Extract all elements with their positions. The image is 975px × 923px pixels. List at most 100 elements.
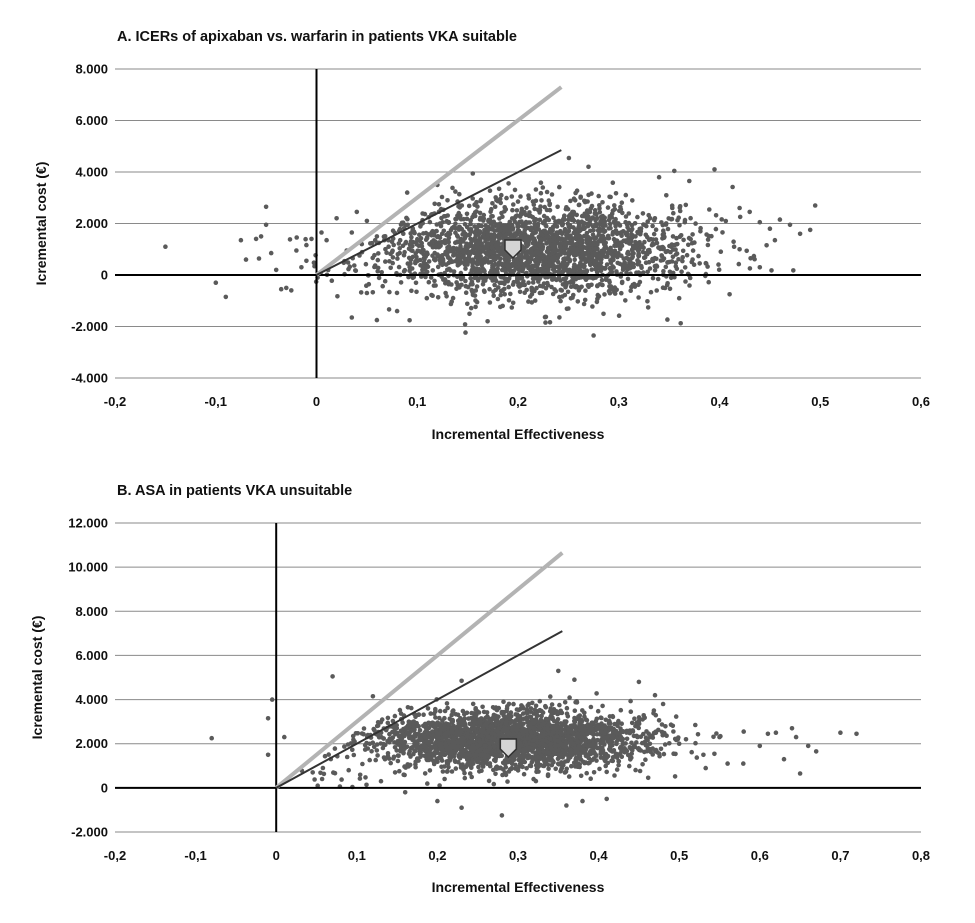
data-point <box>667 741 672 746</box>
data-point <box>633 767 638 773</box>
data-point <box>560 282 566 287</box>
data-point <box>392 713 398 719</box>
data-point <box>534 713 540 718</box>
data-point <box>493 261 498 267</box>
data-point <box>630 248 635 253</box>
data-point <box>549 702 555 707</box>
data-point <box>380 745 386 751</box>
data-point <box>545 267 551 273</box>
data-point <box>683 202 689 208</box>
data-point <box>589 726 595 732</box>
data-point <box>415 258 420 264</box>
data-point <box>654 240 660 246</box>
data-point <box>477 720 483 726</box>
data-point <box>415 741 420 746</box>
data-point <box>485 753 491 759</box>
data-point <box>690 232 695 237</box>
data-point <box>498 292 504 298</box>
data-point <box>419 737 424 742</box>
data-point <box>532 707 538 712</box>
data-point <box>574 212 579 218</box>
data-point <box>353 268 358 273</box>
data-point <box>642 255 647 261</box>
data-point <box>445 198 450 203</box>
data-point <box>619 280 625 286</box>
data-point <box>757 265 763 270</box>
data-point <box>618 751 623 756</box>
data-point <box>364 218 370 224</box>
data-point <box>474 209 479 214</box>
data-point <box>395 758 401 764</box>
data-point <box>527 210 532 215</box>
data-point <box>449 720 455 725</box>
data-point <box>462 720 467 726</box>
data-point <box>402 772 407 778</box>
data-point <box>385 715 391 721</box>
data-point <box>530 700 535 706</box>
data-point <box>495 296 501 302</box>
data-point <box>600 748 606 753</box>
data-point <box>510 207 515 213</box>
data-point <box>491 781 497 787</box>
data-point <box>503 772 509 778</box>
data-point <box>508 291 513 297</box>
x-axis-label: Incremental Effectiveness <box>432 879 605 895</box>
data-point <box>475 204 480 209</box>
data-point <box>448 301 454 307</box>
data-point <box>653 237 659 242</box>
data-point <box>626 251 632 257</box>
data-point <box>573 717 579 722</box>
data-point <box>676 257 681 262</box>
data-point <box>499 249 505 255</box>
data-point <box>670 234 676 239</box>
data-point <box>418 752 424 758</box>
data-point <box>478 215 483 221</box>
data-point <box>594 299 600 305</box>
data-point <box>474 252 479 258</box>
data-point <box>402 249 407 255</box>
data-point <box>622 260 627 266</box>
data-point <box>500 303 506 309</box>
data-point <box>491 744 497 750</box>
data-point <box>415 248 421 253</box>
data-point <box>357 772 363 778</box>
data-point <box>504 195 509 201</box>
data-point <box>493 771 498 777</box>
data-point <box>586 257 591 263</box>
data-point <box>539 198 544 203</box>
data-point <box>608 284 614 289</box>
data-point <box>645 745 651 751</box>
data-point <box>669 242 675 247</box>
data-point <box>469 735 474 740</box>
data-point <box>631 281 637 287</box>
data-point <box>599 277 605 283</box>
data-point <box>686 242 691 248</box>
data-point <box>499 245 505 250</box>
data-point <box>444 769 450 774</box>
data-point <box>445 213 451 218</box>
data-point <box>439 764 444 770</box>
data-point <box>425 781 430 786</box>
data-point <box>511 202 516 207</box>
data-point <box>498 288 504 294</box>
data-point <box>599 233 605 239</box>
data-point <box>477 245 482 251</box>
data-point <box>407 268 412 274</box>
data-point <box>678 233 684 238</box>
data-point <box>446 764 451 770</box>
data-point <box>499 280 504 286</box>
data-point <box>480 726 486 731</box>
data-point <box>606 278 612 284</box>
data-point <box>578 242 583 248</box>
data-point <box>663 724 668 729</box>
data-point <box>572 198 578 203</box>
data-point <box>636 715 642 720</box>
data-point <box>397 707 403 713</box>
data-point <box>539 290 545 296</box>
data-point <box>716 267 722 273</box>
data-point <box>627 763 632 769</box>
data-point <box>463 764 469 769</box>
data-point <box>597 210 603 215</box>
data-point <box>637 768 643 774</box>
